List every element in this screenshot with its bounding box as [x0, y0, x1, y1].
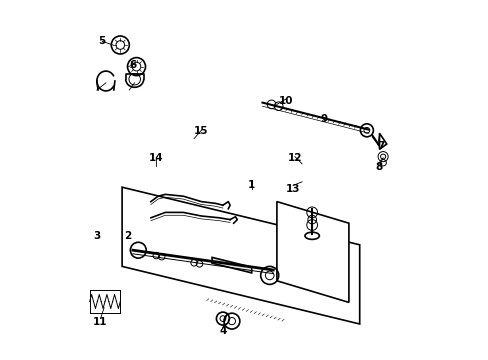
- Text: 13: 13: [285, 184, 300, 194]
- Polygon shape: [122, 187, 359, 324]
- Text: 11: 11: [93, 317, 107, 327]
- Text: 14: 14: [149, 153, 163, 163]
- Text: 9: 9: [320, 114, 326, 124]
- Text: 1: 1: [247, 180, 255, 190]
- Polygon shape: [276, 202, 348, 302]
- Text: 3: 3: [93, 231, 101, 241]
- Text: 6: 6: [129, 60, 136, 70]
- Text: 4: 4: [219, 326, 226, 336]
- Text: 8: 8: [375, 162, 382, 172]
- Text: 5: 5: [99, 36, 106, 46]
- Text: 10: 10: [278, 96, 292, 106]
- Text: 2: 2: [123, 231, 131, 241]
- Polygon shape: [379, 133, 386, 149]
- Text: 7: 7: [377, 141, 384, 151]
- Text: 15: 15: [194, 126, 208, 136]
- Polygon shape: [212, 257, 251, 273]
- Text: 12: 12: [287, 153, 302, 163]
